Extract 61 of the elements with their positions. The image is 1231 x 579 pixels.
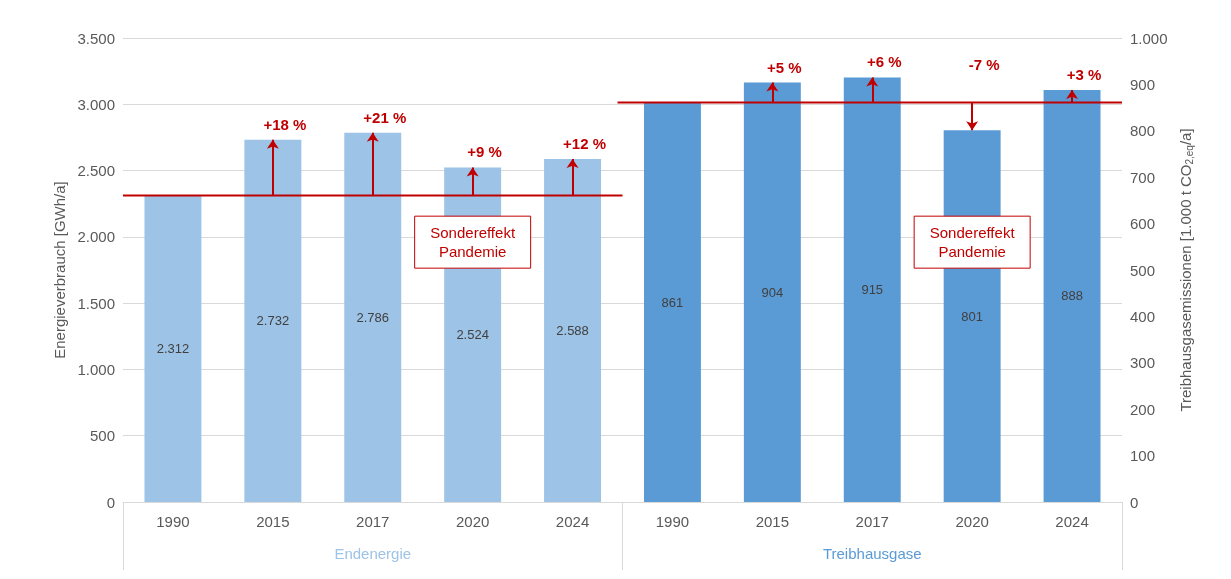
data-label: 801 (961, 308, 983, 324)
y-tick-label: 1.000 (77, 360, 115, 378)
y2-tick-label: 600 (1130, 215, 1156, 233)
x-tick-label: 2015 (755, 513, 790, 530)
data-label: 2.732 (256, 313, 290, 329)
annotation: +5 % (767, 58, 802, 76)
data-label: 2.786 (356, 309, 390, 325)
annotation: +18 % (263, 115, 307, 133)
bar (244, 139, 302, 502)
y-axis-title: Energieverbrauch [GWh/a] (50, 181, 68, 359)
text: Treibhausgase (822, 545, 922, 562)
bar (1043, 89, 1101, 502)
annotation: +6 % (866, 53, 902, 71)
y2-tick-label: 800 (1130, 122, 1156, 140)
y2-axis-title: Treibhausgasemissionen [1.000 t CO2,eq/a] (1177, 128, 1196, 412)
annotation: +21 % (363, 108, 407, 126)
y2-tick-label: 400 (1130, 307, 1156, 325)
x-tick-label: 2024 (555, 513, 590, 530)
y-tick-label: 2.000 (77, 228, 115, 246)
y-tick-label: 2.500 (77, 162, 115, 180)
text: Endenergie (334, 545, 412, 562)
y2-tick-label: 900 (1130, 75, 1156, 93)
x-tick-label: 2020 (955, 513, 989, 530)
annotation: Sondereffekt Pandemie (929, 224, 1016, 261)
data-label: 915 (861, 282, 884, 298)
annotation: -7 % (968, 56, 1000, 74)
y2-tick-label: 300 (1130, 354, 1156, 372)
data-label: 2.524 (456, 327, 489, 343)
bar (144, 195, 202, 502)
y-tick-label: 1.500 (77, 294, 115, 312)
y2-tick-label: 0 (1130, 493, 1139, 511)
bar (643, 102, 701, 502)
data-label: 888 (1061, 288, 1083, 304)
bar (544, 158, 602, 502)
annotation: Sondereffekt Pandemie (430, 224, 516, 261)
bar (843, 77, 901, 502)
y2-tick-label: 700 (1130, 168, 1156, 186)
x-tick-label: 2024 (1055, 513, 1089, 530)
x-tick-label: 2017 (855, 513, 889, 530)
y-tick-label: 500 (89, 427, 115, 445)
y-tick-label: 0 (106, 493, 115, 511)
y2-tick-label: 200 (1130, 400, 1156, 418)
y2-tick-label: 100 (1130, 447, 1156, 465)
data-label: 904 (761, 284, 784, 300)
x-tick-label: 1990 (655, 513, 690, 530)
data-label: 2.588 (556, 322, 589, 338)
bar (743, 82, 801, 502)
annotation: +9 % (467, 143, 502, 161)
y2-tick-label: 1.000 (1130, 29, 1168, 47)
bar (344, 132, 402, 502)
data-label: 2.312 (156, 341, 190, 357)
annotation: +3 % (1066, 65, 1102, 83)
x-tick-label: 2020 (455, 513, 490, 530)
y-tick-label: 3.500 (77, 29, 115, 47)
x-tick-label: 1990 (156, 513, 190, 530)
x-tick-label: 2015 (256, 513, 290, 530)
annotation: +12 % (563, 134, 607, 152)
y-tick-label: 3.000 (77, 95, 115, 113)
data-label: 861 (661, 294, 684, 310)
y2-tick-label: 500 (1130, 261, 1156, 279)
x-tick-label: 2017 (356, 513, 390, 530)
